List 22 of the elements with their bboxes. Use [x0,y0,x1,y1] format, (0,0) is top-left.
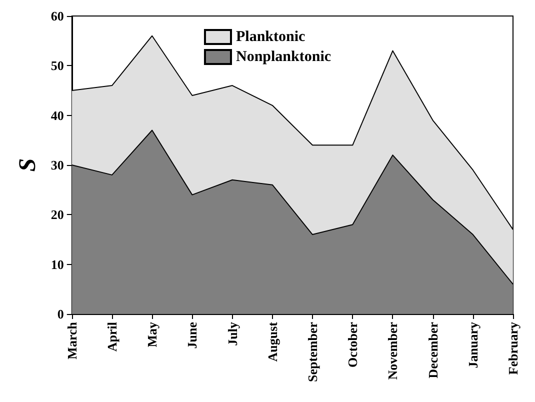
y-axis-title: S [15,158,41,172]
x-tick-label: July [224,322,240,346]
y-tick-label: 60 [50,8,64,24]
x-tick-label: April [104,322,120,352]
legend-label: Nonplanktonic [236,49,332,65]
x-tick-label: May [144,322,160,348]
x-tick-label: August [264,321,280,362]
x-tick-label: February [506,322,520,375]
x-tick-label: October [345,322,360,368]
y-tick-label: 10 [50,256,64,272]
x-tick-label: September [305,322,320,382]
x-tick-label: November [385,322,400,380]
y-tick-label: 20 [50,207,64,222]
y-tick-label: 30 [50,158,64,172]
x-tick-label: December [425,322,440,378]
y-tick-label: 0 [57,306,64,322]
x-tick-label: January [465,322,480,368]
x-tick-label: June [184,322,200,349]
y-tick-label: 50 [50,58,64,74]
y-tick-label: 40 [50,108,64,123]
legend-label: Planktonic [236,29,306,45]
x-tick-label: March [64,321,80,360]
